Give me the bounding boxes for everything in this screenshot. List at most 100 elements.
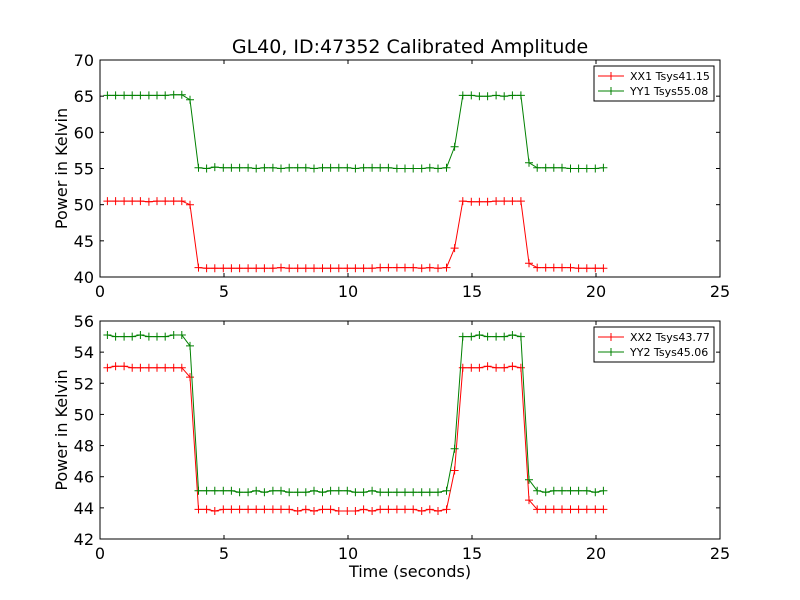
- data-point: [351, 164, 360, 173]
- data-point: [483, 197, 492, 206]
- data-point: [260, 264, 269, 273]
- data-point: [467, 363, 476, 372]
- data-point: [326, 486, 335, 495]
- data-point: [574, 505, 583, 514]
- data-point: [558, 486, 566, 495]
- data-point: [111, 197, 120, 206]
- data-point: [310, 164, 318, 173]
- x-tick-label: 0: [95, 282, 105, 301]
- data-point: [293, 163, 302, 172]
- data-point: [326, 163, 335, 172]
- legend-box: [593, 65, 715, 102]
- y-axis-label: Power in Kelvin: [52, 369, 71, 490]
- legend-marker: [607, 87, 615, 95]
- data-point: [442, 263, 451, 272]
- data-point: [541, 488, 550, 497]
- y-tick-label: 55: [74, 160, 94, 179]
- data-point: [326, 264, 335, 273]
- data-point: [186, 341, 194, 350]
- y-tick-label: 65: [74, 87, 94, 106]
- data-point: [359, 264, 368, 273]
- data-point: [277, 486, 285, 495]
- data-point: [120, 197, 129, 206]
- data-point: [549, 486, 558, 495]
- data-point: [252, 486, 261, 495]
- data-point: [144, 363, 153, 372]
- data-point: [566, 486, 575, 495]
- data-point: [285, 488, 294, 497]
- data-point: [392, 164, 401, 173]
- legend: XX2 Tsys43.77 YY2 Tsys45.06: [593, 326, 715, 363]
- data-point: [202, 264, 211, 273]
- data-point: [285, 505, 294, 514]
- chart-title: GL40, ID:47352 Calibrated Amplitude: [232, 36, 588, 58]
- data-point: [401, 488, 409, 497]
- legend-label: YY2 Tsys45.06: [629, 346, 708, 359]
- data-point: [483, 92, 492, 101]
- data-point: [450, 466, 459, 475]
- data-point: [334, 507, 343, 515]
- y-tick-label: 48: [74, 437, 94, 456]
- data-point: [533, 163, 542, 172]
- data-point: [376, 263, 385, 272]
- data-point: [334, 486, 343, 495]
- legend-marker: [607, 72, 615, 80]
- data-point: [434, 488, 442, 497]
- data-point: [120, 332, 129, 341]
- data-point: [500, 363, 509, 372]
- data-point: [169, 197, 178, 206]
- data-point: [177, 90, 186, 99]
- x-tick-label: 10: [338, 282, 358, 301]
- data-point: [293, 507, 302, 515]
- x-tick-label: 15: [462, 282, 482, 301]
- data-point: [260, 488, 269, 497]
- data-point: [144, 332, 153, 341]
- data-point: [599, 264, 608, 273]
- series-0-1: [103, 90, 608, 173]
- legend-label: YY1 Tsys55.08: [629, 85, 708, 98]
- data-point: [318, 488, 327, 497]
- data-point: [467, 91, 476, 100]
- data-point: [111, 332, 120, 341]
- data-point: [277, 164, 285, 173]
- data-point: [384, 263, 393, 272]
- data-point: [541, 163, 550, 172]
- series-0-0: [103, 197, 608, 273]
- data-point: [194, 163, 203, 172]
- data-point: [343, 163, 352, 172]
- data-point: [359, 163, 368, 172]
- data-point: [467, 197, 476, 206]
- data-point: [177, 331, 186, 339]
- data-point: [343, 264, 352, 273]
- data-point: [120, 362, 129, 371]
- data-point: [566, 263, 575, 272]
- data-point: [210, 163, 219, 172]
- data-point: [268, 163, 277, 172]
- data-point: [417, 507, 426, 515]
- data-point: [492, 363, 501, 372]
- legend: XX1 Tsys41.15 YY1 Tsys55.08: [593, 65, 715, 102]
- data-point: [442, 505, 451, 514]
- y-tick-label: 60: [74, 123, 94, 142]
- data-point: [533, 263, 542, 272]
- data-point: [343, 486, 352, 495]
- y-tick-label: 70: [74, 51, 94, 70]
- data-point: [260, 505, 269, 514]
- data-point: [210, 264, 219, 273]
- data-point: [525, 475, 533, 484]
- data-point: [417, 264, 426, 273]
- data-point: [219, 486, 228, 495]
- y-tick-label: 44: [74, 499, 94, 518]
- data-point: [450, 244, 459, 253]
- data-point: [591, 264, 600, 273]
- data-point: [574, 264, 583, 273]
- data-point: [285, 264, 294, 273]
- y-axis-label: Power in Kelvin: [52, 108, 71, 229]
- legend-label: XX1 Tsys41.15: [630, 70, 710, 83]
- data-point: [582, 505, 591, 514]
- data-point: [235, 163, 244, 172]
- series-1-0: [103, 362, 608, 515]
- data-point: [177, 197, 186, 206]
- data-point: [475, 197, 484, 206]
